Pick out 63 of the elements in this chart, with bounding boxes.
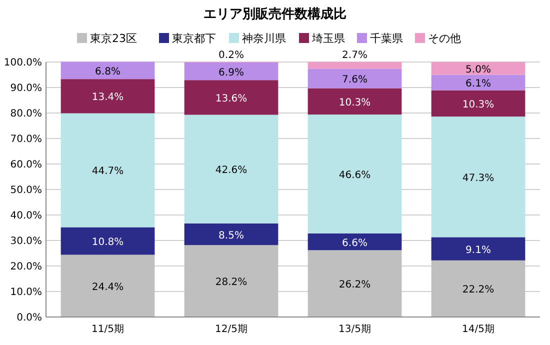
data-label: 10.3% — [338, 97, 371, 108]
y-tick-label: 40.0% — [10, 210, 42, 222]
data-label: 28.2% — [215, 277, 248, 288]
legend-label: 神奈川県 — [242, 32, 286, 45]
legend-label: 埼玉県 — [311, 32, 345, 45]
y-tick-label: 90.0% — [10, 83, 42, 94]
legend-label: 東京都下 — [172, 32, 216, 45]
bar — [184, 114, 278, 224]
bar — [60, 62, 155, 80]
data-label: 22.2% — [462, 284, 494, 296]
data-label: 44.7% — [92, 166, 124, 178]
data-label: 26.2% — [338, 280, 371, 291]
y-tick-label: 70.0% — [10, 134, 42, 145]
bar — [308, 62, 402, 69]
bar — [308, 88, 402, 115]
data-label: 6.1% — [466, 78, 491, 90]
bar — [60, 79, 155, 114]
bar — [60, 227, 155, 255]
chart-title: エリア別販売件数構成比 — [204, 6, 346, 22]
legend-label: 東京23区 — [90, 32, 137, 45]
data-label: 7.6% — [342, 74, 368, 86]
data-label: 42.6% — [215, 165, 248, 176]
x-tick-label: 12/5期 — [215, 323, 248, 335]
bar — [184, 62, 278, 80]
data-label: 46.6% — [338, 170, 371, 181]
bar — [431, 237, 526, 260]
y-tick-label: 60.0% — [10, 160, 42, 170]
data-label: 10.3% — [462, 99, 494, 110]
y-tick-label: 20.0% — [10, 262, 42, 272]
bar — [308, 233, 402, 250]
y-tick-label: 0.0% — [16, 312, 42, 324]
bar — [184, 223, 278, 246]
y-tick-label: 10.0% — [10, 287, 42, 298]
legend-label: 千葉県 — [370, 32, 403, 45]
data-label: 13.4% — [92, 92, 124, 104]
bar — [184, 80, 278, 115]
x-tick-label: 13/5期 — [338, 323, 371, 335]
data-label: 0.2% — [218, 50, 244, 61]
y-tick-label: 50.0% — [10, 185, 42, 196]
data-label: 13.6% — [215, 93, 248, 104]
y-tick-label: 80.0% — [10, 108, 42, 120]
data-label: 6.9% — [218, 67, 244, 78]
bar — [308, 114, 402, 234]
data-label: 5.0% — [466, 64, 491, 76]
data-label: 8.5% — [218, 230, 244, 242]
data-label: 10.8% — [92, 237, 124, 248]
data-label: 6.6% — [342, 238, 368, 249]
bar — [431, 62, 526, 75]
bar — [308, 68, 402, 88]
bar — [431, 90, 526, 117]
bar — [60, 113, 155, 228]
x-tick-label: 14/5期 — [462, 323, 494, 335]
data-label: 24.4% — [92, 282, 124, 293]
y-tick-label: 100.0% — [4, 58, 42, 68]
data-label: 9.1% — [466, 244, 491, 256]
legend-label: その他 — [428, 32, 461, 45]
x-tick-label: 11/5期 — [92, 323, 124, 335]
y-tick-label: 30.0% — [10, 236, 42, 247]
bar — [431, 74, 526, 90]
data-label: 6.8% — [95, 66, 120, 78]
bar — [431, 116, 526, 238]
data-label: 2.7% — [342, 50, 368, 61]
data-label: 47.3% — [462, 172, 494, 184]
